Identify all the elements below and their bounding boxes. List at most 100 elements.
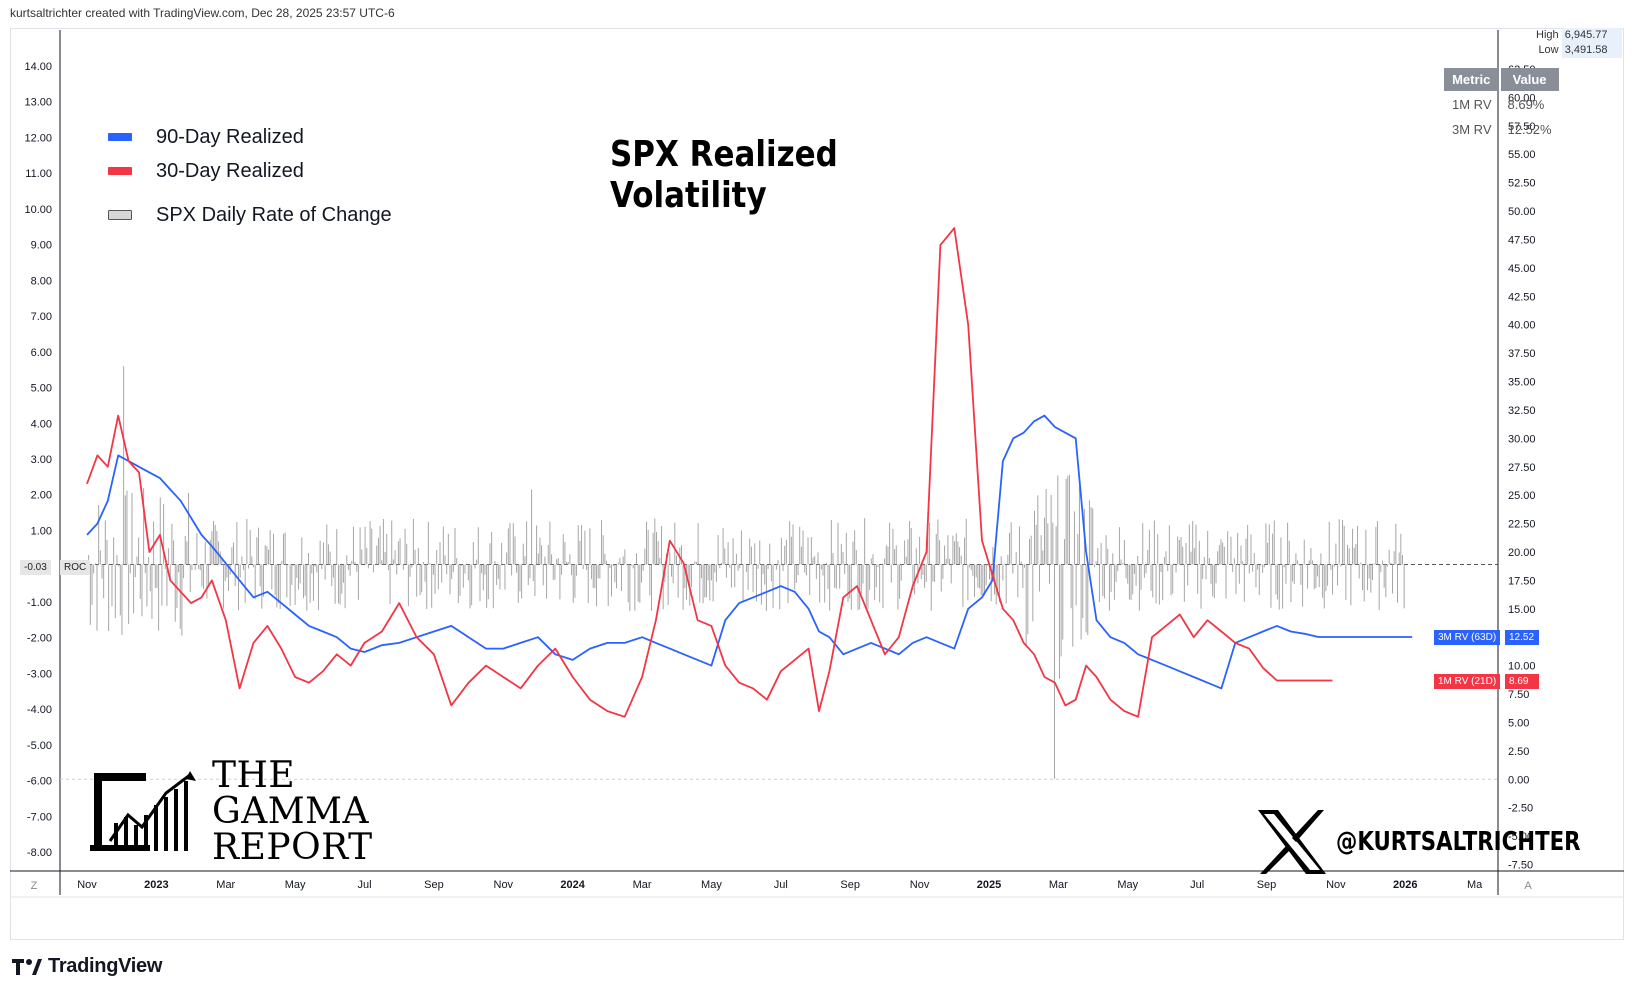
series-90d-line [86,414,1413,690]
right-axis-tick: 40.00 [1508,320,1536,332]
legend-item-roc: SPX Daily Rate of Change [108,198,392,232]
high-value: 6,945.77 [1561,28,1622,43]
legend-item-30d: 30-Day Realized [108,154,392,188]
rv3m-tag-value: 12.52 [1509,632,1535,643]
zoom-corner-label: Z [31,880,38,892]
right-axis-tick: -7.50 [1508,860,1533,872]
left-axis-tick: 14.00 [24,61,52,73]
left-axis-tick: 2.00 [31,490,52,502]
right-axis-tick: 35.00 [1508,377,1536,389]
x-axis-tick: Ma [1467,879,1483,891]
left-axis-tick: 11.00 [25,168,52,180]
rv3m-tag-label: 3M RV (63D) [1438,632,1497,643]
x-axis-tick: Jul [1190,879,1204,891]
chart-title: SPX Realized Volatility [610,134,838,216]
legend-swatch-gray [108,210,132,220]
x-axis-tick: Mar [633,879,652,891]
legend-swatch-red [108,167,132,175]
x-axis-tick: Nov [910,879,930,891]
left-axis-tick: 8.00 [31,275,52,287]
metric-value: 12.52% [1507,122,1552,137]
tradingview-footer: TradingView [12,955,162,978]
right-axis-tick: -2.50 [1508,803,1533,815]
metric-table: Metric Value 1M RV 8.69% 3M RV 12.52% [1444,68,1561,141]
tradingview-logo-icon [12,958,42,975]
rv1m-value-tag: 8.69 [1505,674,1539,689]
x-handle-text: @KURTSALTRICHTER [1336,827,1581,857]
right-axis-tick: 42.50 [1508,291,1536,303]
x-axis-tick: 2023 [144,879,168,891]
right-axis-tick: 30.00 [1508,433,1536,445]
left-axis-tick: 4.00 [31,418,52,430]
left-axis-tick: 1.00 [31,525,52,537]
right-axis-tick: 15.00 [1508,604,1536,616]
chart-legend: 90-Day Realized 30-Day Realized SPX Dail… [108,120,392,232]
metric-table-header: Metric Value [1444,68,1561,91]
right-axis-tick: 22.50 [1508,519,1536,531]
right-axis-tick: 17.50 [1508,575,1536,587]
legend-swatch-blue [108,133,132,141]
left-axis-tick: -7.00 [27,811,52,823]
right-axis-tick: 25.00 [1508,490,1536,502]
chart-frame [10,28,1624,940]
high-label: High [1536,29,1559,41]
rv1m-tag: 1M RV (21D) [1434,674,1501,689]
metric-name: 1M RV [1452,97,1492,112]
auto-scale-corner-label: A [1524,880,1532,892]
metric-row: 3M RV 12.52% [1444,116,1560,141]
high-low-readout: High 6,945.77 Low 3,491.58 [1536,28,1622,58]
x-axis-tick: Mar [1049,879,1068,891]
left-axis-tick: -1.00 [27,597,52,609]
roc-tag-label: ROC [64,562,87,573]
brand-line: GAMMA [212,791,369,832]
rv3m-value-tag: 12.52 [1505,630,1539,645]
metric-header: Metric [1444,68,1501,91]
low-row: Low 3,491.58 [1536,43,1622,58]
right-axis-tick: 10.00 [1508,661,1536,673]
right-axis-tick: 20.00 [1508,547,1536,559]
right-axis-tick: 7.50 [1508,689,1529,701]
left-axis-tick: 3.00 [31,454,52,466]
left-axis-tick: -6.00 [27,776,52,788]
right-axis-tick: 55.00 [1508,149,1536,161]
low-value: 3,491.58 [1561,43,1622,58]
roc-value-tag: -0.03 [20,560,51,575]
gamma-chart-logo-icon [90,771,196,851]
legend-label: 90-Day Realized [156,125,304,148]
right-axis-tick: 37.50 [1508,348,1536,360]
right-axis-tick: 2.50 [1508,746,1529,758]
rv1m-tag-value: 8.69 [1509,676,1529,687]
x-handle: @KURTSALTRICHTER [1256,808,1634,876]
x-axis-tick: May [701,879,722,891]
left-axis-tick: 13.00 [24,97,52,109]
x-axis-tick: Sep [1257,879,1277,891]
high-row: High 6,945.77 [1536,28,1622,43]
right-axis-tick: 60.00 [1508,92,1536,104]
x-axis-tick: 2025 [977,879,1001,891]
left-axis-tick: 9.00 [31,240,52,252]
roc-label-tag: ROC [60,560,91,575]
left-axis-tick: -8.00 [27,847,52,859]
brand-line: REPORT [212,827,373,868]
left-axis-tick: 6.00 [31,347,52,359]
gamma-report-wordmark: THE GAMMA REPORT [212,758,373,866]
right-axis-tick: 45.00 [1508,263,1536,275]
x-axis-tick: Nov [494,879,514,891]
left-axis-tick: 10.00 [24,204,52,216]
x-axis-tick: Mar [216,879,235,891]
right-axis-tick: 32.50 [1508,405,1536,417]
x-axis-tick: May [1117,879,1138,891]
right-axis-tick: 0.00 [1508,774,1529,786]
value-header: Value [1499,68,1561,91]
series-30d-line [86,227,1333,718]
right-axis-tick: 52.50 [1508,178,1536,190]
right-axis-tick: -5.00 [1508,831,1533,843]
chart-credit: kurtsaltrichter created with TradingView… [10,6,395,20]
legend-label: 30-Day Realized [156,159,304,182]
low-label: Low [1538,44,1559,56]
right-axis-tick: 5.00 [1508,717,1529,729]
x-logo-icon [1258,810,1326,874]
x-axis-tick: Jul [357,879,371,891]
rv3m-tag: 3M RV (63D) [1434,630,1501,645]
